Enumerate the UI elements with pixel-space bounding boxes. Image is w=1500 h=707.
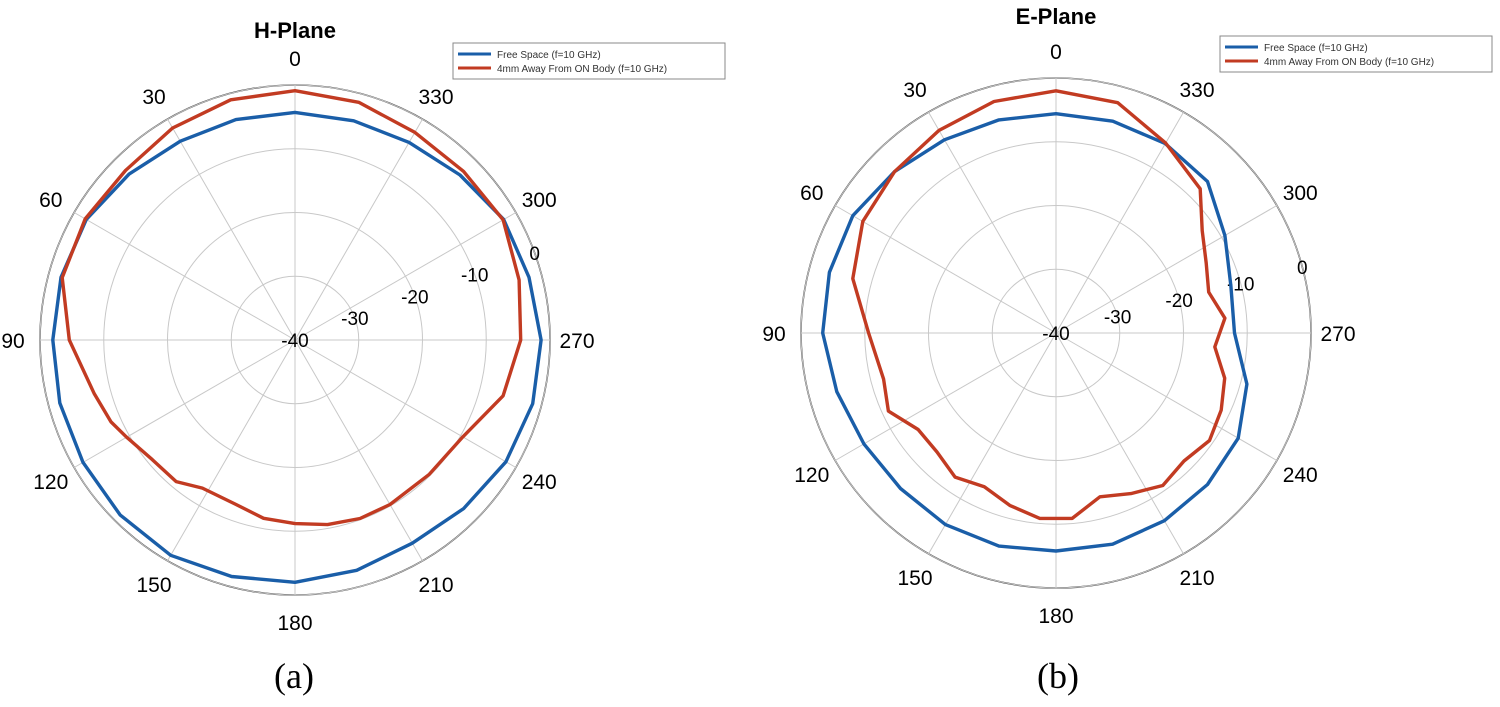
angle-tick-label: 90 — [762, 323, 785, 346]
grid-spoke — [834, 205, 1057, 334]
grid-spoke — [1055, 111, 1184, 334]
legend-label: Free Space (f=10 GHz) — [1264, 43, 1368, 54]
grid-spoke — [1055, 332, 1278, 461]
grid-spoke — [928, 332, 1057, 555]
legend: Free Space (f=10 GHz) 4mm Away From ON Bo… — [1219, 35, 1493, 73]
caption-b: (b) — [1037, 656, 1079, 696]
radial-tick-label: 0 — [529, 244, 540, 265]
grid-spoke — [294, 339, 423, 562]
angle-tick-label: 150 — [897, 567, 932, 590]
legend-box — [452, 42, 726, 80]
legend-label: 4mm Away From ON Body (f=10 GHz) — [497, 64, 667, 75]
angle-tick-label: 60 — [800, 182, 823, 205]
angle-tick-label: 30 — [142, 86, 165, 109]
angle-tick-label: 120 — [33, 471, 68, 494]
caption-a: (a) — [274, 656, 314, 696]
angle-tick-label: 180 — [1038, 605, 1073, 628]
e-plane-panel: 0 30 60 90 120 150 180 210 240 270 300 330 -40 -30 -20… — [750, 0, 1500, 707]
on-body-series-line — [851, 89, 1227, 521]
angle-tick-label: 270 — [1320, 323, 1355, 346]
grid-spoke — [294, 212, 517, 341]
angle-tick-label: 150 — [136, 574, 171, 597]
angle-tick-label: 240 — [1283, 464, 1318, 487]
grid-spoke — [167, 118, 296, 341]
legend: Free Space (f=10 GHz) 4mm Away From ON Bo… — [452, 42, 726, 80]
angle-tick-label: 90 — [1, 330, 24, 353]
grid-spoke — [73, 212, 296, 341]
angle-tick-label: 330 — [418, 86, 453, 109]
grid-spoke — [928, 111, 1057, 334]
angle-tick-label: 240 — [522, 471, 557, 494]
angle-tick-label: 270 — [559, 330, 594, 353]
free-space-series-line — [821, 112, 1249, 553]
radial-tick-label: -40 — [281, 331, 308, 352]
grid-spoke — [167, 339, 296, 562]
grid-spoke — [294, 118, 423, 341]
grid-spoke — [1055, 205, 1278, 334]
radial-tick-label: -20 — [1165, 291, 1192, 312]
angle-tick-label: 120 — [794, 464, 829, 487]
radial-tick-label: -30 — [341, 309, 368, 330]
on-body-series-line — [60, 89, 523, 527]
h-plane-polar-chart: 0 30 60 90 120 150 180 210 240 270 300 330 -40 -30 -20… — [1, 18, 726, 635]
grid-spoke — [1055, 332, 1184, 555]
grid-spoke — [834, 332, 1057, 461]
angle-tick-label: 60 — [39, 189, 62, 212]
radial-tick-label: 0 — [1297, 258, 1308, 279]
grid-spoke — [294, 339, 517, 468]
legend-box — [1219, 35, 1493, 73]
angle-tick-label: 300 — [522, 189, 557, 212]
legend-label: 4mm Away From ON Body (f=10 GHz) — [1264, 57, 1434, 68]
angle-tick-label: 0 — [289, 48, 301, 71]
angle-tick-label: 180 — [277, 612, 312, 635]
h-plane-panel: 0 30 60 90 120 150 180 210 240 270 300 330 -40 -30 -20… — [1, 18, 726, 696]
angle-tick-label: 300 — [1283, 182, 1318, 205]
radial-tick-label: -40 — [1042, 324, 1069, 345]
chart-title: E-Plane — [1016, 4, 1097, 29]
chart-title: H-Plane — [254, 18, 336, 43]
angle-tick-label: 330 — [1179, 79, 1214, 102]
e-plane-polar-chart: 0 30 60 90 120 150 180 210 240 270 300 330 -40 -30 -20… — [762, 4, 1493, 628]
angle-tick-label: 30 — [903, 79, 926, 102]
angle-tick-label: 0 — [1050, 41, 1062, 64]
radial-tick-label: -10 — [1227, 275, 1254, 296]
angle-tick-label: 210 — [418, 574, 453, 597]
radial-tick-label: -30 — [1104, 308, 1131, 329]
radial-tick-label: -10 — [461, 266, 488, 287]
grid-spoke — [73, 339, 296, 468]
angle-tick-label: 210 — [1179, 567, 1214, 590]
legend-label: Free Space (f=10 GHz) — [497, 50, 601, 61]
radial-tick-label: -20 — [401, 287, 428, 308]
